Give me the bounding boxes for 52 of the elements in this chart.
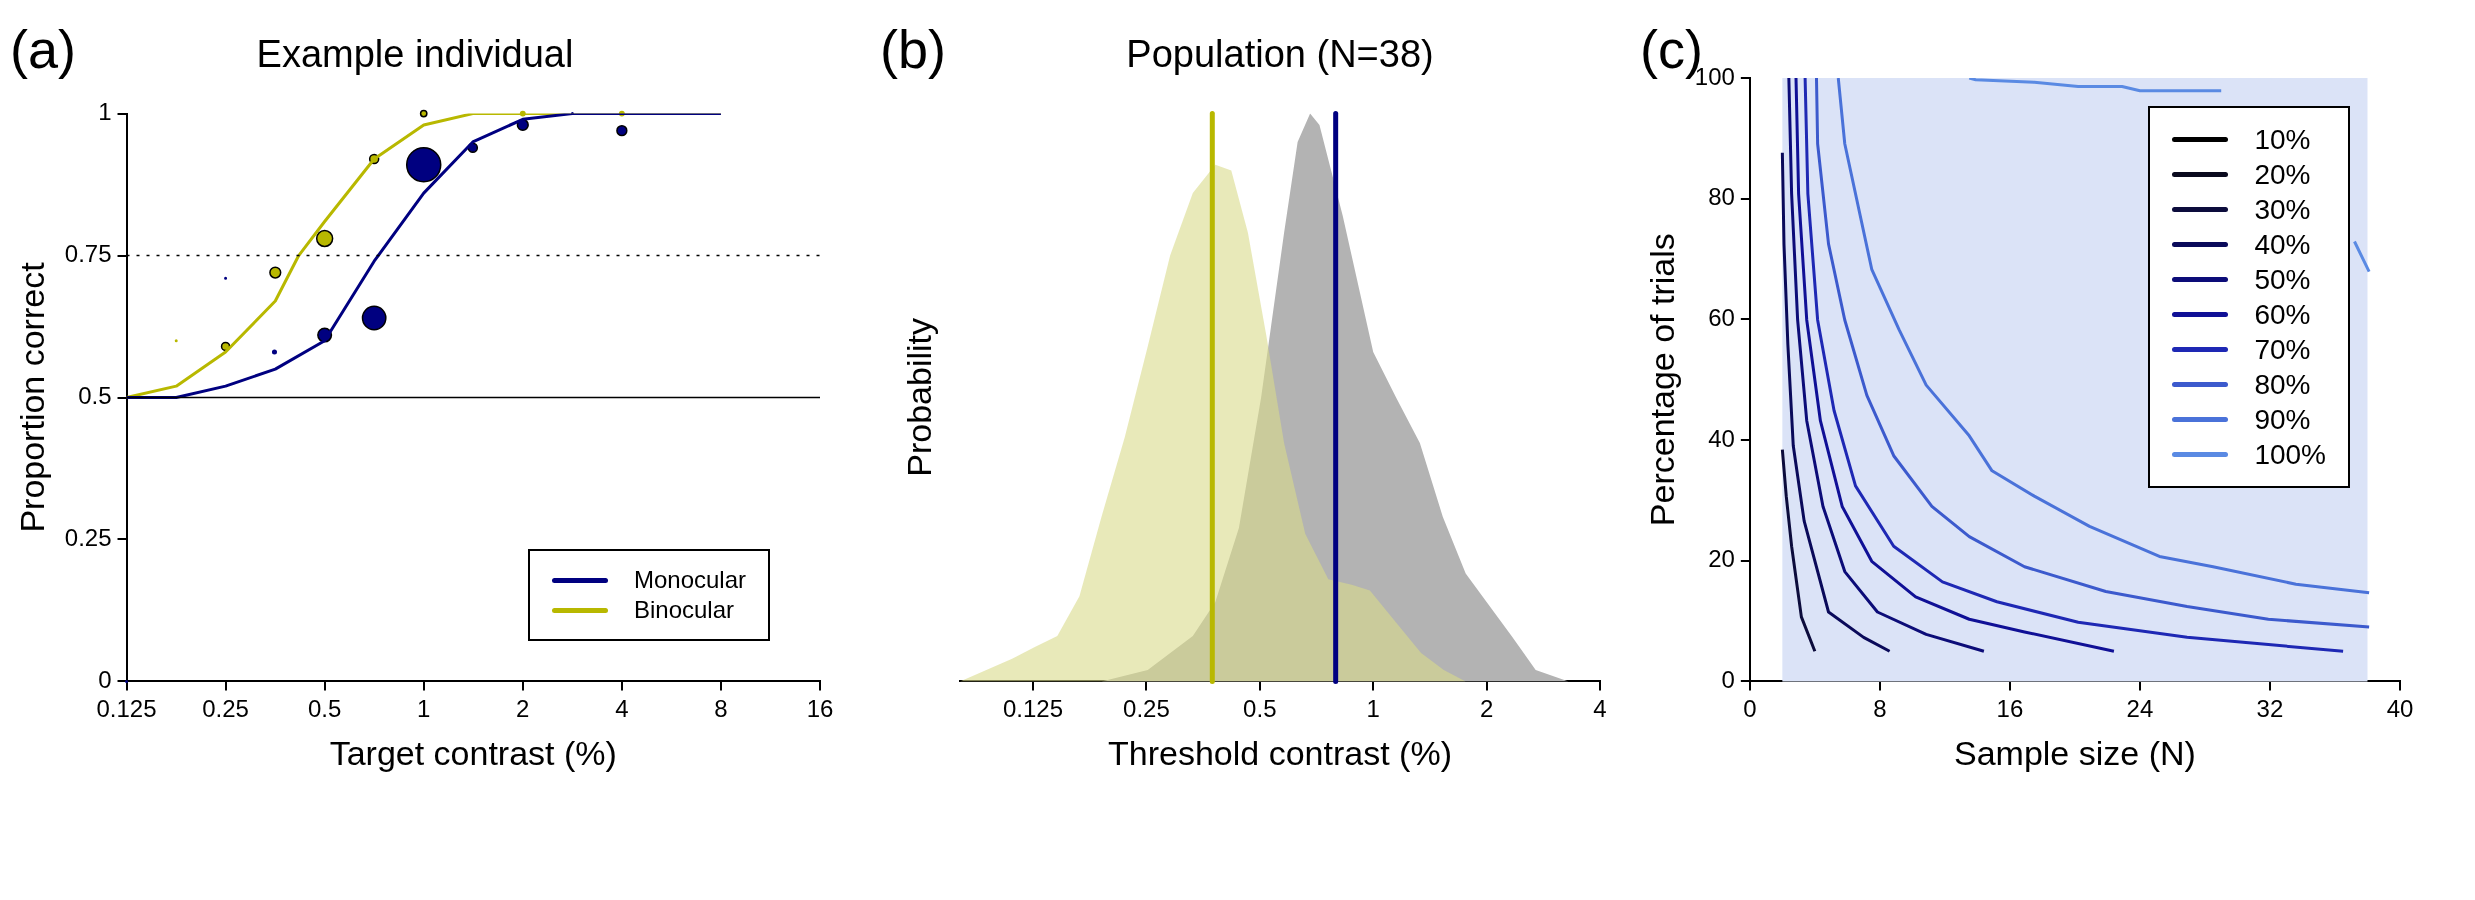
y-tick-label: 40 — [1708, 424, 1735, 452]
legend-label: 80% — [2254, 368, 2311, 402]
y-tick-label: 0.25 — [64, 524, 112, 552]
legend-label: Binocular — [633, 595, 734, 626]
x-tick-label: 0.5 — [1243, 695, 1277, 723]
x-tick-label: 16 — [1996, 695, 2024, 723]
x-axis-title: Threshold contrast (%) — [1108, 733, 1452, 772]
x-tick-label: 2 — [516, 695, 530, 723]
y-tick-label: 1 — [98, 98, 112, 126]
text: (a) — [10, 18, 76, 80]
text: (b) — [880, 18, 946, 80]
legend-label: 90% — [2254, 403, 2311, 437]
legend-label: 40% — [2254, 228, 2311, 262]
x-axis-title: Target contrast (%) — [329, 733, 617, 772]
x-tick-label: 16 — [806, 695, 834, 723]
legend-label: 60% — [2254, 298, 2311, 332]
x-tick-label: 0.5 — [307, 695, 342, 723]
x-tick-label: 2 — [1479, 695, 1494, 723]
legend-label: 20% — [2254, 158, 2311, 192]
y-tick-label: 0.5 — [78, 382, 112, 410]
x-tick-label: 1 — [1366, 695, 1380, 723]
x-tick-label: 1 — [417, 695, 431, 723]
x-tick-label: 32 — [2256, 695, 2284, 723]
y-tick-label: 0.75 — [64, 240, 112, 268]
x-tick-label: 0.25 — [202, 695, 249, 723]
x-tick-label: 4 — [1593, 695, 1607, 723]
y-tick-label: 60 — [1708, 303, 1735, 331]
legend-label: 70% — [2254, 333, 2311, 367]
y-axis-title: Proportion correct — [12, 261, 51, 533]
x-tick-label: 0.25 — [1123, 695, 1170, 723]
y-axis-title: Percentage of trials — [1642, 233, 1681, 527]
x-tick-label: 40 — [2386, 695, 2414, 723]
legend-label: 100% — [2254, 438, 2326, 472]
legend-label: 30% — [2254, 193, 2311, 227]
legend-label: 50% — [2254, 263, 2311, 297]
y-tick-label: 80 — [1708, 183, 1735, 211]
legend-label: Monocular — [633, 565, 746, 596]
y-tick-label: 0 — [1721, 666, 1735, 694]
y-axis-title: Probability — [900, 318, 939, 477]
x-tick-label: 0.125 — [96, 695, 157, 723]
x-axis-title: Sample size (N) — [1954, 733, 2196, 772]
y-tick-label: 0 — [98, 666, 112, 694]
y-tick-label: 20 — [1708, 545, 1735, 573]
x-tick-label: 0.125 — [1002, 695, 1064, 723]
legend-label: 10% — [2254, 123, 2311, 157]
x-tick-label: 0 — [1743, 695, 1757, 723]
x-tick-label: 4 — [615, 695, 629, 723]
chart-title: Example individual — [256, 33, 574, 76]
chart-title: Population (N=38) — [1126, 33, 1434, 76]
x-tick-label: 24 — [2126, 695, 2154, 723]
x-tick-label: 8 — [1873, 695, 1887, 723]
x-tick-label: 8 — [714, 695, 728, 723]
